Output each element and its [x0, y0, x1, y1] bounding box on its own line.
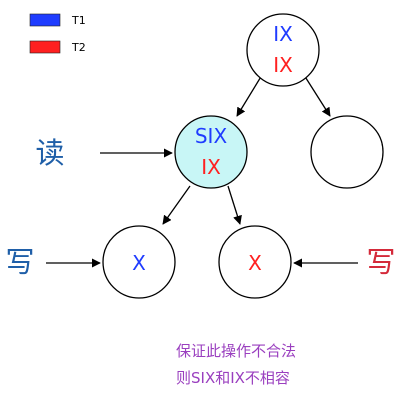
note-line-1: 保证此操作不合法	[176, 342, 296, 360]
node-root-t1-lock: IX	[273, 22, 293, 46]
node-root-t2-lock: IX	[273, 53, 293, 77]
legend-item-t1: T1	[29, 13, 86, 27]
legend-swatch-t1	[29, 13, 61, 27]
node-root: IX IX	[246, 13, 320, 87]
read-label: 读	[35, 136, 64, 170]
node-leaf-left-t1-lock: X	[132, 251, 146, 275]
edge-root-left	[236, 74, 263, 117]
legend: T1 T2	[29, 13, 86, 54]
write-left-label: 写	[5, 245, 34, 279]
edge-left-leafleft	[162, 185, 191, 225]
legend-swatch-t2	[29, 40, 61, 54]
legend-item-t2: T2	[29, 40, 86, 54]
node-left: SIX IX	[174, 115, 248, 189]
write-right-label: 写	[366, 245, 395, 279]
edge-left-leafright	[227, 185, 242, 225]
legend-label-t1: T1	[71, 14, 86, 27]
note-line-2: 则SIX和IX不相容	[176, 369, 290, 387]
edge-root-right	[303, 74, 331, 117]
node-leaf-right: X	[218, 225, 292, 299]
tree-edges	[162, 74, 331, 225]
legend-label-t2: T2	[71, 41, 86, 54]
note: 保证此操作不合法 则SIX和IX不相容	[176, 342, 296, 387]
node-left-t2-lock: IX	[201, 155, 221, 179]
write-left-annotation: 写	[5, 245, 101, 279]
read-annotation: 读	[35, 136, 173, 170]
node-left-t1-lock: SIX	[195, 124, 228, 148]
node-leaf-left: X	[102, 225, 176, 299]
node-right	[310, 115, 384, 189]
node-leaf-right-t2-lock: X	[248, 251, 262, 275]
write-right-annotation: 写	[293, 245, 396, 279]
